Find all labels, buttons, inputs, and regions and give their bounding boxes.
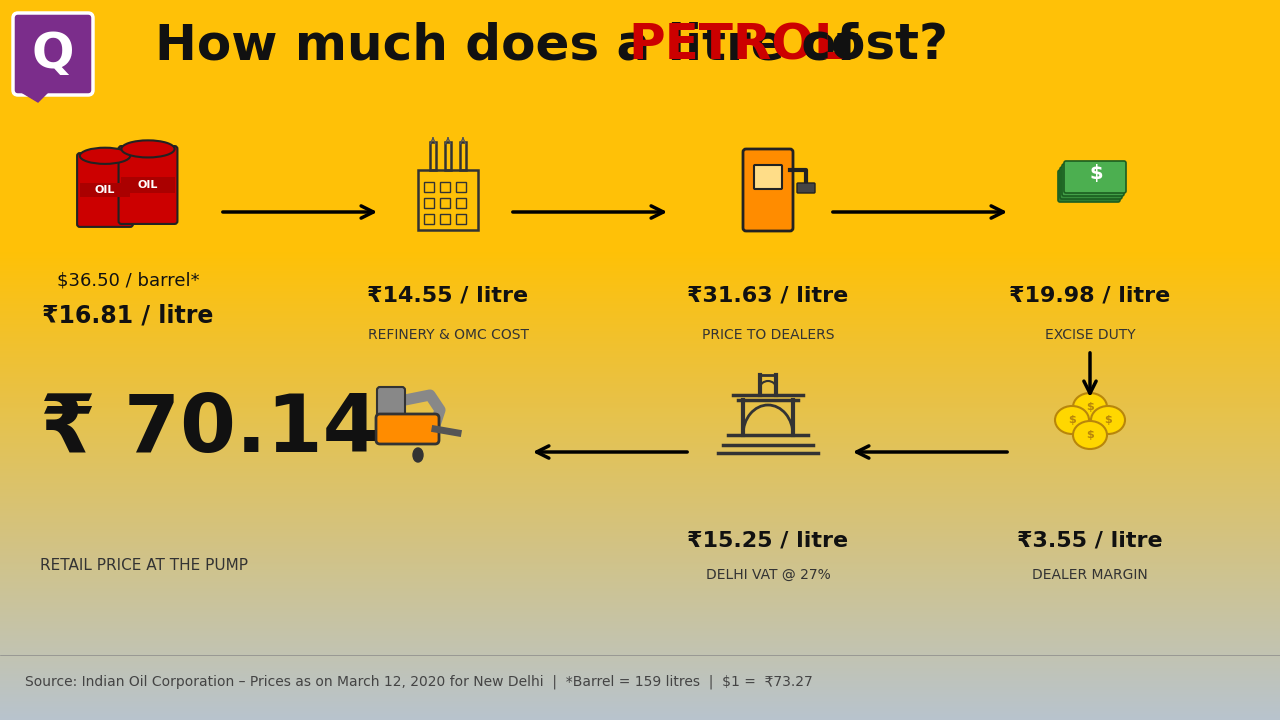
Text: EXCISE DUTY: EXCISE DUTY [1044, 328, 1135, 342]
Bar [460, 142, 466, 170]
Bar [122, 177, 174, 193]
Text: ₹14.55 / litre: ₹14.55 / litre [367, 285, 529, 305]
Text: $: $ [1068, 415, 1076, 425]
Text: PRICE TO DEALERS: PRICE TO DEALERS [701, 328, 835, 342]
Text: $: $ [1087, 430, 1094, 440]
Bar [419, 170, 477, 230]
Text: ₹31.63 / litre: ₹31.63 / litre [687, 285, 849, 305]
Bar [440, 182, 451, 192]
Text: ₹ 70.14: ₹ 70.14 [40, 391, 379, 469]
Bar [424, 198, 434, 208]
Text: $: $ [1087, 402, 1094, 412]
FancyBboxPatch shape [742, 149, 794, 231]
FancyBboxPatch shape [13, 13, 93, 95]
Bar [440, 198, 451, 208]
Text: How much does a litre of: How much does a litre of [155, 21, 876, 69]
Bar [430, 142, 436, 170]
Ellipse shape [79, 148, 131, 164]
FancyBboxPatch shape [754, 165, 782, 189]
Bar [424, 214, 434, 224]
Bar [79, 183, 131, 197]
Text: $: $ [1105, 415, 1112, 425]
Text: PETROL: PETROL [628, 21, 846, 69]
Text: ₹3.55 / litre: ₹3.55 / litre [1018, 530, 1162, 550]
Ellipse shape [122, 140, 174, 158]
FancyBboxPatch shape [376, 414, 439, 444]
FancyBboxPatch shape [77, 153, 133, 227]
Ellipse shape [413, 448, 422, 462]
FancyBboxPatch shape [1064, 161, 1126, 193]
Text: DELHI VAT @ 27%: DELHI VAT @ 27% [705, 568, 831, 582]
Bar [456, 182, 466, 192]
Text: ₹16.81 / litre: ₹16.81 / litre [42, 303, 214, 327]
Bar [456, 214, 466, 224]
Text: RETAIL PRICE AT THE PUMP: RETAIL PRICE AT THE PUMP [40, 557, 248, 572]
FancyBboxPatch shape [1060, 167, 1123, 199]
Ellipse shape [1073, 393, 1107, 421]
Ellipse shape [1055, 406, 1089, 434]
Text: ₹19.98 / litre: ₹19.98 / litre [1010, 285, 1171, 305]
Bar [445, 142, 451, 170]
FancyBboxPatch shape [119, 146, 178, 224]
Text: Source: Indian Oil Corporation – Prices as on March 12, 2020 for New Delhi  |  *: Source: Indian Oil Corporation – Prices … [26, 675, 813, 689]
Text: OIL: OIL [138, 180, 159, 190]
Text: $36.50 / barrel*: $36.50 / barrel* [56, 271, 200, 289]
FancyBboxPatch shape [378, 387, 404, 428]
FancyBboxPatch shape [1059, 170, 1120, 202]
FancyBboxPatch shape [1062, 164, 1124, 196]
Text: REFINERY & OMC COST: REFINERY & OMC COST [367, 328, 529, 342]
Text: cost?: cost? [783, 21, 948, 69]
Text: OIL: OIL [95, 185, 115, 195]
Bar [424, 182, 434, 192]
Text: DEALER MARGIN: DEALER MARGIN [1032, 568, 1148, 582]
Ellipse shape [1091, 406, 1125, 434]
Ellipse shape [1073, 421, 1107, 449]
Bar [440, 214, 451, 224]
Polygon shape [18, 90, 50, 102]
Text: $: $ [1089, 163, 1103, 182]
Text: Q: Q [32, 30, 74, 78]
Bar [456, 198, 466, 208]
FancyBboxPatch shape [797, 183, 815, 193]
Text: ₹15.25 / litre: ₹15.25 / litre [687, 530, 849, 550]
